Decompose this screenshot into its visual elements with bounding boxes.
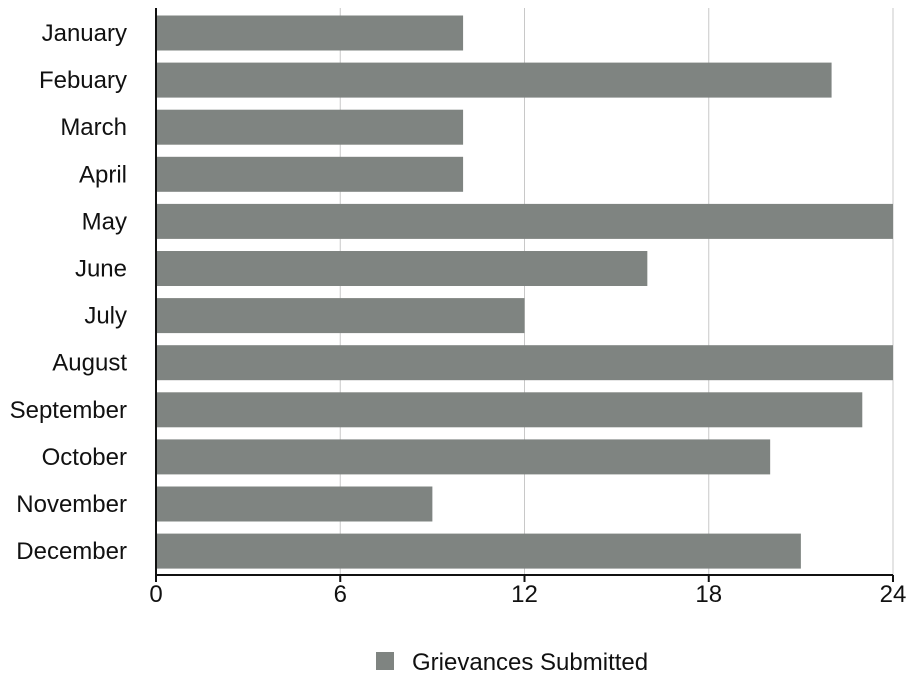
bars bbox=[157, 15, 893, 569]
legend: Grievances Submitted bbox=[376, 649, 648, 676]
axes bbox=[155, 8, 894, 582]
bar-october bbox=[157, 439, 771, 475]
bar-june bbox=[157, 251, 648, 286]
bar-march bbox=[157, 109, 464, 145]
y-tick-label: April bbox=[79, 161, 127, 188]
y-tick-label: Febuary bbox=[39, 67, 127, 94]
y-tick-label: July bbox=[84, 303, 127, 330]
y-tick-label: September bbox=[10, 397, 127, 424]
x-tick-label: 0 bbox=[149, 581, 162, 608]
bar-may bbox=[157, 203, 893, 239]
bar-april bbox=[157, 156, 464, 192]
y-tick-label: August bbox=[52, 350, 127, 377]
y-tick-label: November bbox=[16, 491, 127, 518]
x-tick-label: 6 bbox=[334, 581, 347, 608]
y-tick-label: March bbox=[60, 114, 127, 141]
y-tick-label: October bbox=[42, 444, 127, 471]
y-tick-label: June bbox=[75, 256, 127, 283]
bar-september bbox=[157, 392, 863, 428]
bar-november bbox=[157, 486, 433, 522]
x-tick-label: 12 bbox=[511, 581, 538, 608]
y-tick-label: May bbox=[82, 208, 127, 235]
x-tick-label: 24 bbox=[880, 581, 907, 608]
grid-lines bbox=[339, 8, 894, 575]
legend-swatch bbox=[376, 652, 394, 670]
x-tick-label: 18 bbox=[695, 581, 722, 608]
bar-febuary bbox=[157, 62, 832, 98]
bar-december bbox=[157, 533, 801, 569]
bar-january bbox=[157, 15, 464, 51]
y-tick-label: January bbox=[42, 20, 127, 47]
labels: 0 6 12 18 24 January Febuary March April May June J… bbox=[10, 20, 907, 608]
bar-july bbox=[157, 298, 525, 334]
legend-label: Grievances Submitted bbox=[412, 649, 648, 676]
y-tick-label: December bbox=[16, 538, 127, 565]
bar-august bbox=[157, 345, 893, 381]
